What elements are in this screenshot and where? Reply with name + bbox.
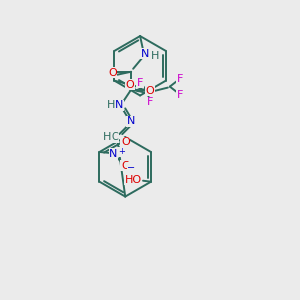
Text: N: N xyxy=(109,149,118,159)
Text: H: H xyxy=(103,132,112,142)
Text: HO: HO xyxy=(124,175,142,185)
Text: −: − xyxy=(127,163,135,173)
Text: H: H xyxy=(107,100,116,110)
Text: O: O xyxy=(126,80,135,90)
Text: H: H xyxy=(151,51,159,61)
Text: O: O xyxy=(108,68,117,78)
Text: F: F xyxy=(177,74,183,84)
Text: O: O xyxy=(121,137,130,147)
Text: N: N xyxy=(127,116,135,126)
Text: F: F xyxy=(147,98,153,107)
Text: C: C xyxy=(112,132,119,142)
Text: O: O xyxy=(146,85,154,96)
Text: O: O xyxy=(121,161,130,171)
Text: F: F xyxy=(177,89,183,100)
Text: +: + xyxy=(118,148,125,157)
Text: N: N xyxy=(115,100,124,110)
Text: N: N xyxy=(141,49,149,59)
Text: F: F xyxy=(137,78,143,88)
